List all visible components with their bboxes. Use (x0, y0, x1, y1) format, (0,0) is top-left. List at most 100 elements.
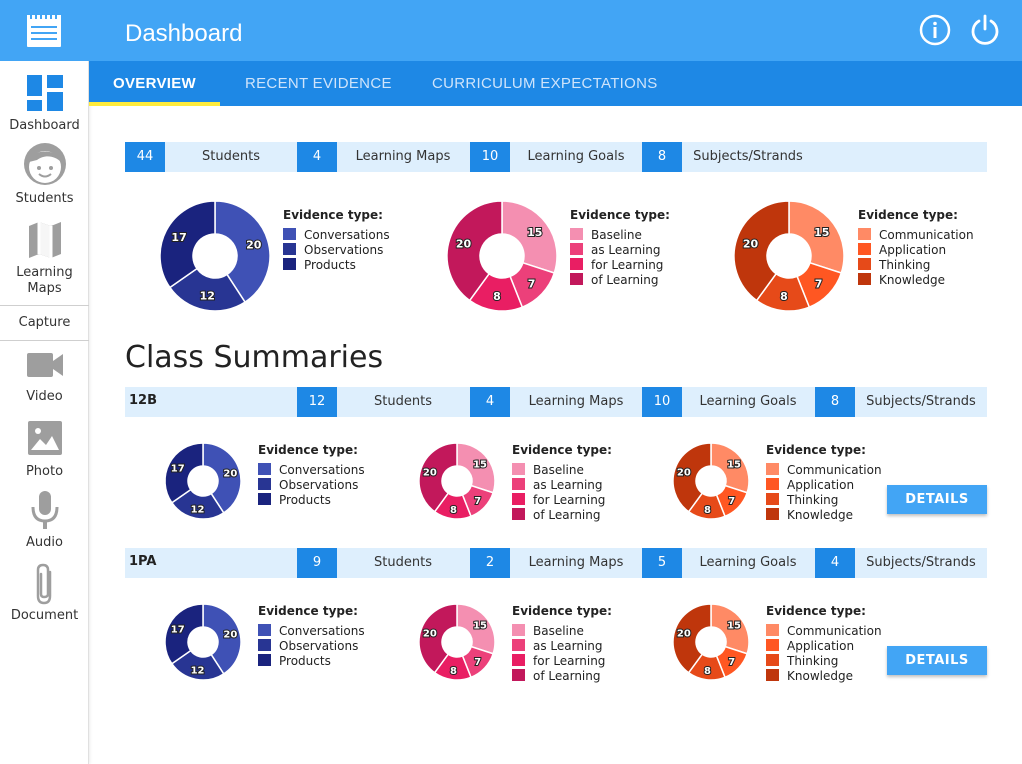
donut-slice (461, 484, 495, 518)
legend-entry: Communication (766, 463, 882, 478)
learning-goals-count: 10 (470, 142, 510, 172)
legend-entry: Knowledge (766, 508, 882, 523)
sidebar-item-label: Students (15, 191, 74, 206)
legend-swatch (570, 228, 583, 240)
sidebar-item-video[interactable]: Video (0, 350, 89, 405)
tab-recent-evidence[interactable]: RECENT EVIDENCE (245, 75, 392, 92)
legend-swatch (283, 228, 296, 240)
sidebar-item-document[interactable]: Document (0, 562, 89, 624)
legend-swatch (283, 258, 296, 270)
sidebar-item-audio[interactable]: Audio (0, 490, 89, 551)
legend-entry: Thinking (766, 654, 882, 669)
donut-slice (433, 653, 472, 681)
legend-label: Thinking (787, 654, 839, 668)
sidebar-item-label: Document (10, 608, 79, 623)
legend-label: Communication (787, 624, 882, 638)
class-name: 12B (129, 393, 157, 408)
paperclip-icon (36, 563, 51, 605)
legend-entry: Conversations (258, 624, 365, 639)
donut-slice (170, 649, 225, 681)
legend-swatch (283, 243, 296, 255)
video-camera-icon (26, 353, 63, 377)
chart-legend: Evidence type: Conversations Observations P… (258, 443, 365, 508)
chart-legend: Evidence type: Baseline as Learning for Lea… (512, 443, 612, 523)
legend-swatch (512, 669, 525, 681)
students-label: Students (202, 149, 260, 164)
legend-swatch (512, 493, 525, 505)
donut-slice (672, 442, 712, 513)
power-button[interactable] (969, 14, 1001, 46)
donut-slice (456, 603, 496, 655)
legend-entry: Products (258, 654, 365, 669)
legend-entry: Observations (283, 243, 390, 258)
slice-value-label: 20 (423, 629, 437, 640)
header: Dashboard (89, 0, 1022, 61)
donut-slice (468, 272, 524, 312)
subjects-strands-label: Subjects/Strands (866, 394, 976, 409)
slice-value-label: 15 (727, 621, 741, 632)
slice-value-label: 7 (474, 657, 481, 668)
slice-value-label: 7 (528, 278, 536, 291)
donut-slice (710, 442, 750, 494)
donut-slice (672, 603, 712, 674)
legend-label: Observations (304, 243, 384, 257)
legend-label: for Learning (591, 258, 664, 272)
learning-goals-label: Learning Goals (527, 149, 625, 164)
legend-label: Thinking (787, 493, 839, 507)
slice-value-label: 15 (814, 226, 829, 239)
power-icon (971, 14, 999, 45)
learning-goals-label: Learning Goals (699, 555, 797, 570)
info-button[interactable] (919, 14, 951, 46)
sidebar-item-students[interactable]: Students (0, 142, 89, 207)
legend-swatch (858, 243, 871, 255)
legend-title: Evidence type: (258, 604, 358, 618)
legend-swatch (512, 654, 525, 666)
sidebar-item-dashboard[interactable]: Dashboard (0, 74, 89, 134)
slice-value-label: 20 (223, 468, 237, 479)
legend-swatch (766, 478, 779, 490)
slice-value-label: 20 (423, 468, 437, 479)
donut-slice (202, 603, 242, 675)
legend-entry: Communication (766, 624, 882, 639)
chart-legend: Evidence type: Conversations Observations P… (283, 208, 390, 273)
legend-swatch (570, 258, 583, 270)
details-button-1pa[interactable]: DETAILS (887, 646, 987, 675)
app-logo[interactable] (0, 0, 89, 61)
donut-slice (687, 492, 726, 520)
slice-value-label: 15 (527, 226, 542, 239)
legend-label: as Learning (533, 478, 603, 492)
donut-slice (418, 603, 458, 674)
legend-title: Evidence type: (512, 604, 612, 618)
slice-value-label: 15 (727, 460, 741, 471)
sidebar-item-photo[interactable]: Photo (0, 420, 89, 480)
donut-slice (755, 272, 811, 312)
legend-entry: of Learning (512, 508, 612, 523)
sidebar-item-label: Video (26, 389, 63, 404)
slice-value-label: 17 (171, 624, 185, 635)
legend-entry: Application (766, 639, 882, 654)
slice-value-label: 7 (728, 496, 735, 507)
legend-swatch (258, 493, 271, 505)
info-icon (919, 14, 951, 46)
tab-overview[interactable]: OVERVIEW (89, 61, 220, 106)
slice-value-label: 20 (743, 237, 759, 250)
tab-curriculum-expectations[interactable]: CURRICULUM EXPECTATIONS (432, 75, 658, 92)
learning-goals-count: 10 (642, 387, 682, 417)
donut-slice (715, 645, 749, 679)
donut-slice (456, 442, 496, 494)
learning-maps-count: 2 (470, 548, 510, 578)
legend-entry: for Learning (512, 493, 612, 508)
sidebar-item-label-line1: Learning (16, 265, 73, 280)
donut-slice (733, 200, 790, 302)
details-button-12b[interactable]: DETAILS (887, 485, 987, 514)
subjects-strands-count: 8 (815, 387, 855, 417)
sidebar-item-learning-maps[interactable]: Learning Maps (0, 220, 89, 297)
donut-slice (715, 484, 749, 518)
legend-label: Conversations (279, 624, 365, 638)
legend-label: Baseline (591, 228, 642, 242)
legend-entry: Products (258, 493, 365, 508)
legend-label: Thinking (879, 258, 931, 272)
learning-maps-label: Learning Maps (528, 555, 624, 570)
legend-entry: as Learning (512, 478, 612, 493)
legend-swatch (766, 508, 779, 520)
